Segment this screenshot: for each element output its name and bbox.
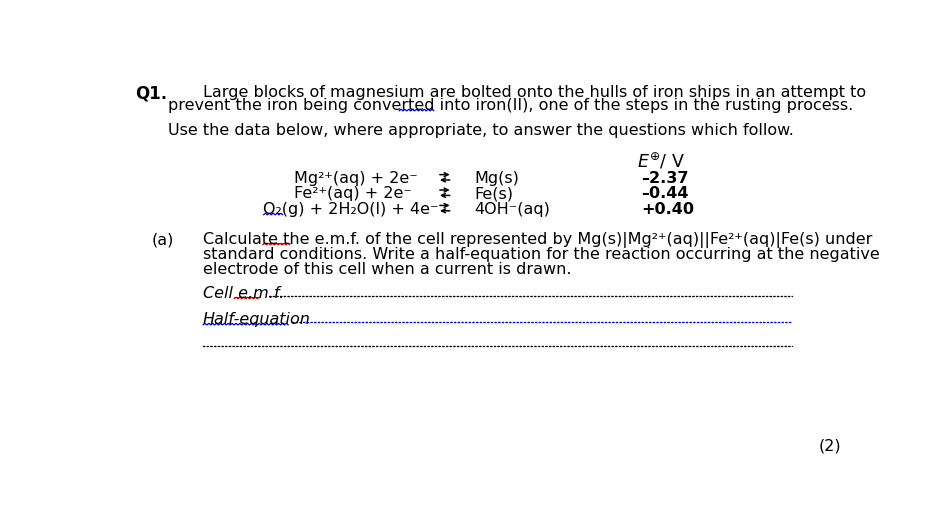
Text: O₂(g) + 2H₂O(l) + 4e⁻: O₂(g) + 2H₂O(l) + 4e⁻ — [264, 202, 439, 217]
Text: +0.40: +0.40 — [641, 202, 694, 217]
Text: Half-equation: Half-equation — [203, 312, 311, 328]
Text: –0.44: –0.44 — [641, 186, 689, 201]
Text: $\mathit{E}^{\oplus}$/ V: $\mathit{E}^{\oplus}$/ V — [637, 152, 685, 173]
Text: prevent the iron being converted into iron(II), one of the steps in the rusting : prevent the iron being converted into ir… — [168, 98, 853, 113]
Text: Mg²⁺(aq) + 2e⁻: Mg²⁺(aq) + 2e⁻ — [295, 171, 418, 186]
Text: (2): (2) — [820, 439, 842, 454]
Text: –2.37: –2.37 — [641, 171, 689, 186]
Text: Mg(s): Mg(s) — [474, 171, 519, 186]
Text: (a): (a) — [152, 232, 174, 247]
Text: Fe²⁺(aq) + 2e⁻: Fe²⁺(aq) + 2e⁻ — [295, 186, 413, 201]
Text: Large blocks of magnesium are bolted onto the hulls of iron ships in an attempt : Large blocks of magnesium are bolted ont… — [203, 84, 866, 99]
Text: 4OH⁻(aq): 4OH⁻(aq) — [474, 202, 550, 217]
Text: Cell e.m.f.: Cell e.m.f. — [203, 286, 284, 301]
Text: Use the data below, where appropriate, to answer the questions which follow.: Use the data below, where appropriate, t… — [168, 123, 794, 138]
Text: electrode of this cell when a current is drawn.: electrode of this cell when a current is… — [203, 262, 572, 276]
Text: Fe(s): Fe(s) — [474, 186, 513, 201]
Text: Calculate the e.m.f. of the cell represented by Mg(s)|Mg²⁺(aq)||Fe²⁺(aq)|Fe(s) u: Calculate the e.m.f. of the cell represe… — [203, 232, 872, 248]
Text: Q1.: Q1. — [135, 84, 167, 102]
Text: standard conditions. Write a half-equation for the reaction occurring at the neg: standard conditions. Write a half-equati… — [203, 247, 880, 262]
